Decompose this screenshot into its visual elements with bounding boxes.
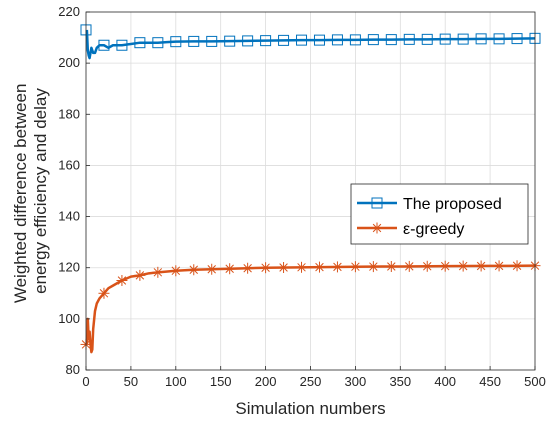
data-point-proposed: [98, 39, 110, 51]
legend-box: [350, 183, 529, 245]
data-point-proposed: [278, 34, 290, 46]
legend-marker-proposed: [371, 197, 383, 209]
y-axis-label-line-1: Weighted difference between: [11, 84, 30, 304]
data-point-egreedy: [206, 263, 218, 275]
legend-asterisk-glyph: [371, 222, 383, 234]
data-point-egreedy: [260, 262, 272, 274]
data-point-proposed: [331, 34, 343, 46]
legend: The proposed ε-greedy: [350, 183, 529, 245]
legend-marker-egreedy: [371, 222, 383, 234]
data-point-egreedy: [367, 261, 379, 273]
x-tick-label: 350: [389, 374, 411, 389]
data-point-egreedy: [331, 261, 343, 273]
data-point-proposed: [385, 34, 397, 46]
data-point-proposed: [206, 35, 218, 47]
y-tick-label: 180: [58, 106, 80, 121]
y-tick-label: 160: [58, 157, 80, 172]
data-point-proposed: [475, 33, 487, 45]
y-tick-label: 120: [58, 260, 80, 275]
data-point-proposed: [152, 37, 164, 49]
data-point-proposed: [188, 35, 200, 47]
data-point-proposed: [224, 35, 236, 47]
legend-label-egreedy: ε-greedy: [403, 221, 464, 238]
data-point-egreedy: [439, 260, 451, 272]
data-point-proposed: [511, 33, 523, 45]
data-point-proposed: [349, 34, 361, 46]
data-point-proposed: [313, 34, 325, 46]
x-tick-label: 300: [345, 374, 367, 389]
data-point-egreedy: [152, 266, 164, 278]
y-tick-label: 140: [58, 209, 80, 224]
x-tick-label: 450: [479, 374, 501, 389]
y-tick-label: 220: [58, 4, 80, 19]
data-point-egreedy: [403, 260, 415, 272]
x-tick-label: 400: [434, 374, 456, 389]
data-point-egreedy: [278, 262, 290, 274]
data-point-egreedy: [421, 260, 433, 272]
data-point-egreedy: [242, 262, 254, 274]
series-layer: [80, 24, 541, 354]
series-line-egreedy: [85, 264, 536, 354]
y-axis-label-line-2: energy efficiency and delay: [31, 88, 50, 294]
data-point-egreedy: [475, 260, 487, 272]
data-point-egreedy: [116, 275, 128, 286]
data-point-proposed: [367, 34, 379, 46]
y-tick-label: 100: [58, 311, 80, 326]
data-point-egreedy: [511, 260, 523, 272]
data-point-proposed: [403, 33, 415, 45]
data-point-egreedy: [493, 260, 505, 272]
data-point-proposed: [242, 35, 254, 47]
x-tick-label: 500: [524, 374, 546, 389]
legend-label-proposed: The proposed: [403, 196, 502, 213]
data-point-egreedy: [98, 287, 110, 299]
data-point-egreedy: [457, 260, 469, 272]
x-tick-label: 200: [255, 374, 277, 389]
y-tick-label: 80: [66, 362, 80, 377]
data-point-proposed: [493, 33, 505, 45]
x-tick-label: 100: [165, 374, 187, 389]
data-point-proposed: [296, 34, 308, 46]
data-point-proposed: [457, 33, 469, 45]
x-tick-label: 50: [124, 374, 138, 389]
data-point-egreedy: [313, 261, 325, 273]
data-point-proposed: [170, 36, 182, 48]
data-point-proposed: [260, 35, 272, 47]
data-point-proposed: [134, 37, 146, 49]
x-tick-label: 250: [300, 374, 322, 389]
data-point-egreedy: [170, 265, 182, 277]
data-point-egreedy: [134, 269, 146, 281]
data-point-proposed: [116, 39, 128, 51]
x-axis-label: Simulation numbers: [235, 399, 385, 418]
tick-layer: 0 50 100 150 200 250 300 350 400 450 500 80 100 120 14…: [58, 4, 546, 389]
data-point-proposed: [421, 33, 433, 45]
y-tick-label: 200: [58, 55, 80, 70]
data-point-proposed: [439, 33, 451, 45]
y-axis-label: Weighted difference between energy effic…: [11, 79, 50, 303]
series-line-proposed: [85, 29, 536, 60]
data-point-egreedy: [349, 261, 361, 273]
data-point-egreedy: [385, 260, 397, 272]
data-point-egreedy: [188, 264, 200, 276]
data-point-egreedy: [296, 261, 308, 273]
data-point-egreedy: [224, 263, 236, 275]
x-tick-label: 150: [210, 374, 232, 389]
x-tick-label: 0: [82, 374, 89, 389]
